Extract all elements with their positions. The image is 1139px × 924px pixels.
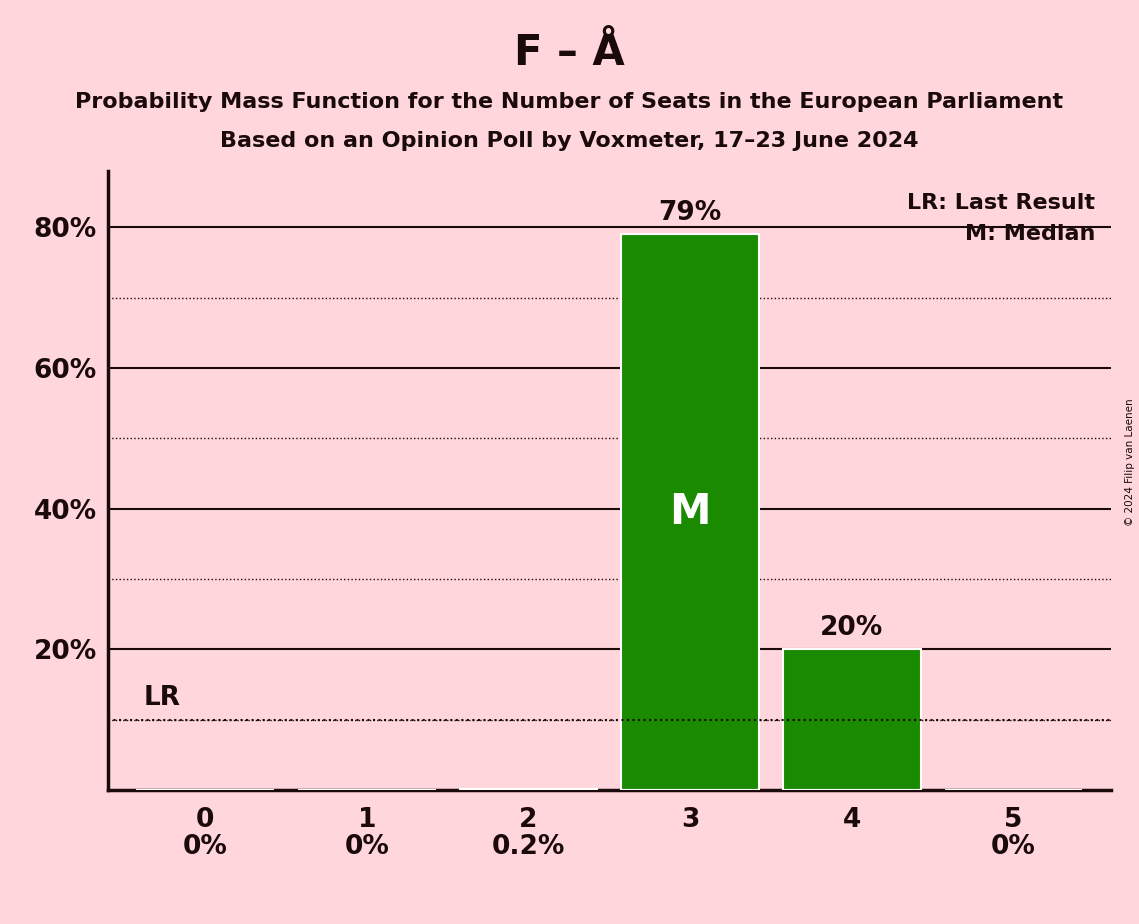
Text: LR: LR <box>144 686 181 711</box>
Text: 0%: 0% <box>344 833 390 859</box>
Text: M: M <box>670 492 711 533</box>
Bar <box>622 235 759 790</box>
Bar <box>460 788 597 790</box>
Text: F – Å: F – Å <box>514 32 625 74</box>
Text: 0%: 0% <box>991 833 1036 859</box>
Text: LR: Last Result: LR: Last Result <box>908 192 1096 213</box>
Text: 0%: 0% <box>182 833 228 859</box>
Bar <box>784 650 920 790</box>
Text: M: Median: M: Median <box>965 224 1096 244</box>
Text: © 2024 Filip van Laenen: © 2024 Filip van Laenen <box>1125 398 1134 526</box>
Text: Based on an Opinion Poll by Voxmeter, 17–23 June 2024: Based on an Opinion Poll by Voxmeter, 17… <box>220 131 919 152</box>
Text: 0.2%: 0.2% <box>492 833 565 859</box>
Text: 20%: 20% <box>820 614 884 641</box>
Text: 79%: 79% <box>658 200 722 225</box>
Text: Probability Mass Function for the Number of Seats in the European Parliament: Probability Mass Function for the Number… <box>75 92 1064 113</box>
